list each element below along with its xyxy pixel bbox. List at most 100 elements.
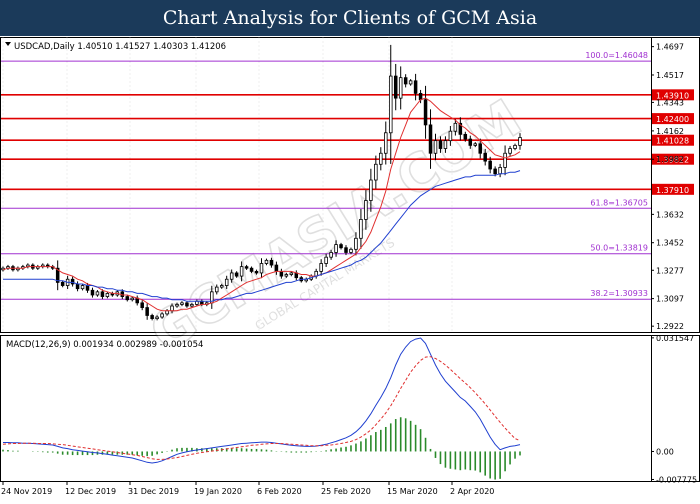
x-tick-label: 31 Dec 2019 — [128, 487, 179, 496]
candle-body — [145, 307, 149, 316]
level-label: 1.43910 — [656, 91, 689, 100]
level-label: 1.41028 — [656, 137, 689, 146]
ma-slow-line — [3, 170, 521, 302]
candle-body — [369, 179, 373, 201]
candle-body — [413, 80, 418, 94]
candle-body — [438, 140, 443, 149]
candle-body — [150, 315, 154, 320]
candle-body — [433, 140, 438, 154]
candle-body — [284, 274, 289, 277]
candle-body — [503, 152, 507, 168]
candle-body — [463, 133, 468, 140]
macd-signal-line — [2, 356, 521, 460]
level-tag — [652, 153, 694, 165]
x-tick-label: 15 Mar 2020 — [387, 487, 438, 496]
macd-series: 0.031547 0.00 -0.007775 — [2, 334, 697, 484]
candle-body — [513, 144, 517, 149]
x-tick-label: 6 Feb 2020 — [257, 487, 302, 496]
candle-body — [418, 93, 423, 101]
candle-body — [190, 304, 194, 307]
candle-body — [70, 278, 75, 285]
price-axis-labels: 1.4697 1.4517 1.4343 1.4162 1.3982 1.3632 1.34… — [651, 43, 684, 331]
candle-body — [140, 302, 144, 308]
level-label: 1.37910 — [656, 186, 689, 195]
candle-body — [215, 286, 219, 293]
candle-body — [269, 259, 274, 266]
candle-body — [85, 285, 90, 291]
dropdown-triangle-icon[interactable] — [5, 42, 11, 46]
candle-body — [259, 263, 264, 274]
y-tick-label: 1.4162 — [656, 127, 684, 136]
candle-body — [443, 140, 448, 149]
candle-body — [155, 316, 159, 320]
candle-body — [428, 124, 433, 154]
candle-body — [75, 283, 80, 290]
macd-line — [3, 337, 521, 464]
candle-body — [175, 304, 179, 307]
candle-body — [185, 302, 189, 307]
fib-label: 100.0=1.46048 — [585, 51, 648, 60]
macd-y-tick-label: -0.007775 — [656, 475, 697, 484]
candle-body — [403, 77, 408, 85]
candle-body — [473, 143, 478, 146]
candle-body — [105, 293, 110, 297]
candle-body — [388, 75, 393, 134]
candle-body — [254, 270, 259, 274]
candle-body — [224, 278, 229, 286]
candle-body — [80, 285, 85, 290]
candle-body — [319, 263, 323, 272]
y-tick-label: 1.3452 — [656, 239, 684, 248]
candle-body — [229, 272, 234, 280]
candle-body — [384, 132, 388, 154]
candle-body — [324, 256, 328, 264]
candle-body — [488, 160, 492, 170]
candle-body — [393, 75, 398, 99]
candle-body — [453, 122, 458, 132]
candle-body — [364, 200, 368, 220]
y-tick-label: 1.3982 — [656, 155, 684, 164]
x-tick-label: 25 Feb 2020 — [321, 487, 371, 496]
candle-body — [239, 266, 244, 277]
x-tick-label: 24 Nov 2019 — [1, 487, 52, 496]
candle-body — [95, 291, 100, 296]
candle-body — [60, 281, 65, 286]
macd-y-tick-label: 0.00 — [656, 447, 674, 456]
candle-body — [508, 148, 512, 154]
level-tag — [652, 134, 694, 146]
level-label: 1.39822 — [656, 156, 689, 165]
candle-body — [249, 267, 254, 272]
candle-body — [334, 244, 338, 253]
macd-panel-frame — [0, 335, 700, 482]
y-tick-label: 1.4343 — [656, 98, 684, 107]
candle-body — [344, 247, 348, 253]
fib-label: 38.2=1.30933 — [590, 289, 648, 298]
candle-body — [160, 313, 164, 318]
ma-fast-line — [2, 97, 521, 312]
candle-body — [130, 297, 135, 301]
candle-body — [349, 248, 353, 253]
candle-body — [379, 152, 383, 165]
candle-body — [125, 296, 130, 301]
y-tick-label: 1.4697 — [656, 43, 684, 52]
candle-body — [100, 291, 105, 297]
candle-body — [234, 272, 239, 277]
level-tag — [652, 113, 694, 125]
candle-body — [279, 270, 284, 277]
macd-y-tick-label: 0.031547 — [656, 334, 694, 343]
candle-body — [354, 237, 358, 250]
x-tick-label: 12 Dec 2019 — [65, 487, 116, 496]
time-axis-labels: 24 Nov 2019 12 Dec 2019 31 Dec 2019 19 Jan … — [1, 481, 494, 496]
candle-body — [170, 305, 174, 312]
level-tag — [652, 89, 694, 101]
fib-label: 50.0=1.33819 — [590, 244, 648, 253]
horizontal-levels: 100.0=1.46048 1.43910 1.42400 1.41028 1.3982… — [1, 51, 694, 300]
y-tick-label: 1.2922 — [656, 322, 684, 331]
candle-body — [165, 310, 169, 315]
y-tick-label: 1.3097 — [656, 295, 684, 304]
candle-body — [359, 218, 363, 239]
fib-label: 61.8=1.36705 — [590, 198, 648, 207]
macd-header: MACD(12,26,9) 0.001934 0.002989 -0.00105… — [6, 340, 203, 350]
candle-body — [458, 122, 463, 135]
candle-body — [498, 167, 502, 175]
candle-body — [478, 143, 482, 154]
